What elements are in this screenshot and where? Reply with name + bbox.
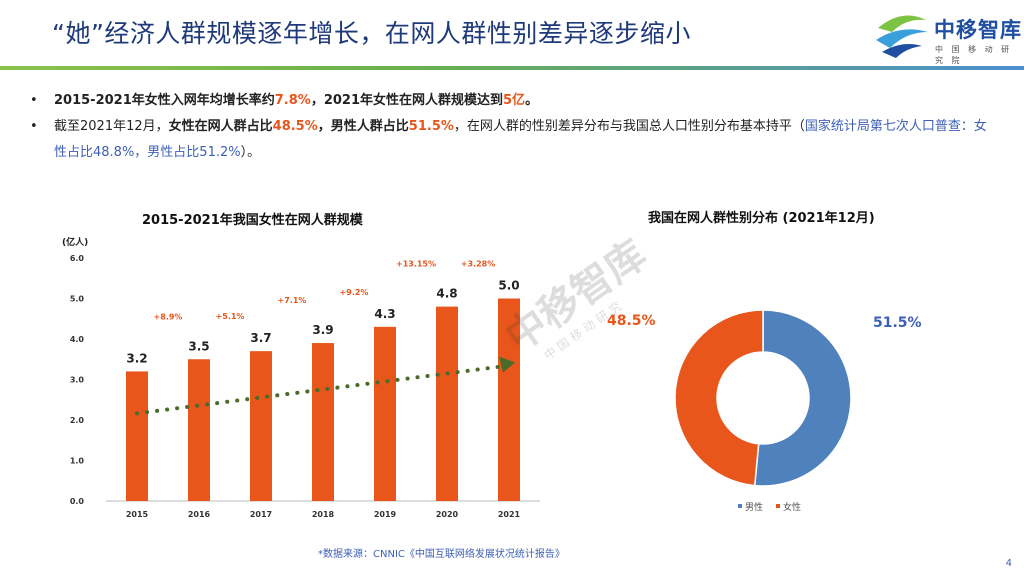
- data-source-note: *数据来源：CNNIC《中国互联网络发展状况统计报告》: [318, 549, 565, 560]
- y-tick-label: 3.0: [70, 376, 85, 385]
- bullet-1-growth-rate: 7.8%: [274, 93, 311, 108]
- bar-value-label: 5.0: [498, 279, 519, 293]
- bar: [498, 298, 520, 501]
- bullet-1-text-3: 。: [525, 93, 539, 108]
- bullet-2-text-3: ）。: [240, 145, 261, 160]
- bar: [250, 351, 272, 501]
- bullet-2-comma: ，: [317, 119, 331, 134]
- legend-swatch: [738, 504, 742, 508]
- x-tick-label: 2015: [126, 510, 149, 519]
- bar-value-label: 3.2: [126, 351, 147, 365]
- bullet-item-2: 截至2021年12月，女性在网人群占比48.5%，男性人群占比51.5%，在网人…: [30, 114, 990, 166]
- x-tick-label: 2018: [312, 510, 335, 519]
- legend-swatch: [776, 504, 780, 508]
- bullet-item-1: 2015-2021年女性入网年均增长率约7.8%，2021年女性在网人群规模达到…: [30, 88, 990, 114]
- legend-label: 男性: [745, 501, 763, 513]
- trend-line: [135, 364, 503, 416]
- bar: [374, 326, 396, 501]
- y-tick-label: 6.0: [70, 254, 85, 263]
- y-axis-label: (亿人): [62, 236, 88, 248]
- bullet-2-female-label: 女性在网人群占比: [168, 119, 273, 134]
- growth-label: +3.28%: [461, 260, 495, 269]
- bullet-2-male-share: 51.5%: [408, 119, 454, 134]
- donut-chart: 51.5% 48.5% 男性 女性: [607, 309, 922, 513]
- bar-chart: (亿人) 0.0 1.0 2.0 3.0 4.0 5.0 6.0 3.2 2015 3.5 2016 3…: [62, 236, 540, 519]
- donut-slice: [753, 309, 852, 487]
- bullet-2-female-share: 48.5%: [272, 119, 318, 134]
- x-tick-label: 2021: [498, 510, 521, 519]
- male-share-label: 51.5%: [873, 315, 922, 331]
- bullet-1-scale: 5亿: [503, 93, 526, 108]
- y-tick-label: 1.0: [70, 457, 85, 466]
- logo: 中移智库 中 国 移 动 研 究 院: [872, 6, 1022, 65]
- y-tick-label: 2.0: [70, 416, 85, 425]
- x-tick-label: 2020: [436, 510, 459, 519]
- x-tick-label: 2019: [374, 510, 397, 519]
- page-number: 4: [1005, 558, 1012, 569]
- bar: [436, 306, 458, 501]
- bar-value-label: 4.3: [374, 307, 395, 321]
- growth-label: +8.9%: [154, 312, 183, 321]
- growth-label: +9.2%: [340, 288, 369, 297]
- logo-mark-icon: [876, 15, 928, 58]
- growth-label: +13.15%: [396, 260, 436, 269]
- growth-label: +5.1%: [216, 312, 245, 321]
- bar-value-label: 4.8: [436, 287, 457, 301]
- donut-chart-title: 我国在网人群性别分布 (2021年12月): [648, 211, 875, 226]
- bar-value-label: 3.9: [312, 323, 333, 337]
- y-tick-label: 0.0: [70, 497, 85, 506]
- logo-text: 中移智库: [934, 18, 1022, 42]
- x-tick-label: 2016: [188, 510, 211, 519]
- x-tick-label: 2017: [250, 510, 272, 519]
- trend-arrow-icon: [499, 356, 515, 373]
- header-divider: [0, 66, 1024, 70]
- female-share-label: 48.5%: [607, 313, 656, 329]
- bar: [312, 343, 334, 501]
- legend-label: 女性: [783, 501, 801, 513]
- bullet-2-census-note: 国家统计局第七次人口普查：女性占比48.8%，男性占比51.2%: [54, 119, 987, 160]
- bar-value-label: 3.5: [188, 339, 209, 353]
- bullet-2-male-label: 男性人群占比: [330, 119, 409, 134]
- bar: [188, 359, 210, 501]
- growth-label: +7.1%: [278, 296, 307, 305]
- logo-subtext: 中 国 移 动 研 究 院: [935, 45, 1013, 65]
- page-title: “她”经济人群规模逐年增长，在网人群性别差异逐步缩小: [52, 19, 691, 48]
- y-tick-label: 5.0: [70, 295, 85, 304]
- bar-chart-title: 2015-2021年我国女性在网人群规模: [142, 213, 363, 228]
- bullet-1-text-2: ，2021年女性在网人群规模达到: [310, 93, 504, 108]
- bullet-list: 2015-2021年女性入网年均增长率约7.8%，2021年女性在网人群规模达到…: [30, 88, 990, 166]
- bullet-2-text-1: 截至2021年12月，: [54, 119, 169, 134]
- bar-value-label: 3.7: [250, 331, 271, 345]
- bar: [126, 371, 148, 501]
- donut-slice: [674, 309, 764, 487]
- bullet-2-text-2: ，在网人群的性别差异分布与我国总人口性别分布基本持平（: [453, 119, 805, 134]
- y-tick-label: 4.0: [70, 335, 85, 344]
- bullet-1-text-1: 2015-2021年女性入网年均增长率约: [54, 93, 275, 108]
